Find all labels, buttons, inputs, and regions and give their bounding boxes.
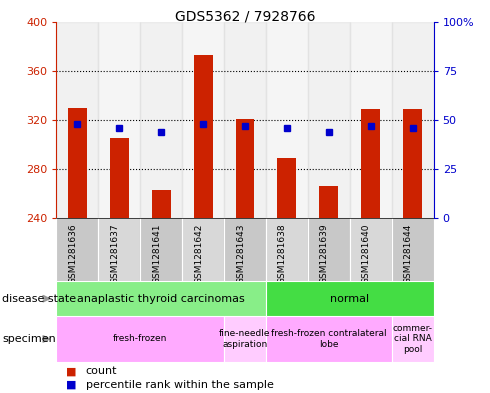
Text: disease state: disease state <box>2 294 76 304</box>
Bar <box>277 158 296 218</box>
Bar <box>56 316 224 362</box>
Text: commer-
cial RNA
pool: commer- cial RNA pool <box>392 324 433 354</box>
Bar <box>224 316 266 362</box>
Bar <box>140 22 182 218</box>
Text: GSM1281638: GSM1281638 <box>278 223 287 284</box>
Text: GSM1281642: GSM1281642 <box>194 223 203 283</box>
Bar <box>350 218 392 281</box>
Bar <box>236 119 254 218</box>
Text: GDS5362 / 7928766: GDS5362 / 7928766 <box>175 10 315 24</box>
Bar <box>392 218 434 281</box>
Text: GSM1281644: GSM1281644 <box>404 223 413 283</box>
Bar <box>361 109 380 218</box>
Bar <box>224 22 266 218</box>
Text: GSM1281643: GSM1281643 <box>236 223 245 284</box>
Bar <box>266 218 308 281</box>
Bar <box>308 22 350 218</box>
Text: specimen: specimen <box>2 334 56 344</box>
Bar <box>392 316 434 362</box>
Text: GSM1281636: GSM1281636 <box>68 223 77 284</box>
Bar <box>224 218 266 281</box>
Text: count: count <box>86 366 117 376</box>
Text: ■: ■ <box>66 366 76 376</box>
Bar <box>182 22 224 218</box>
Bar <box>266 22 308 218</box>
Bar <box>56 218 98 281</box>
Bar <box>56 281 266 316</box>
Bar <box>56 22 98 218</box>
Bar <box>68 108 87 218</box>
Bar <box>319 186 338 218</box>
Bar <box>110 138 129 218</box>
Text: ■: ■ <box>66 380 76 390</box>
Bar <box>350 22 392 218</box>
Bar <box>98 22 140 218</box>
Bar <box>140 218 182 281</box>
Text: fresh-frozen: fresh-frozen <box>113 334 168 343</box>
Text: fine-needle
aspiration: fine-needle aspiration <box>219 329 271 349</box>
Bar <box>182 218 224 281</box>
Text: GSM1281637: GSM1281637 <box>110 223 119 284</box>
Bar <box>392 22 434 218</box>
Text: anaplastic thyroid carcinomas: anaplastic thyroid carcinomas <box>77 294 245 304</box>
Bar <box>266 281 434 316</box>
Bar <box>308 218 350 281</box>
Text: GSM1281641: GSM1281641 <box>152 223 161 284</box>
Bar <box>98 218 140 281</box>
Text: normal: normal <box>330 294 369 304</box>
Text: GSM1281639: GSM1281639 <box>320 223 329 284</box>
Bar <box>403 109 422 218</box>
Bar <box>266 316 392 362</box>
Text: percentile rank within the sample: percentile rank within the sample <box>86 380 273 390</box>
Text: fresh-frozen contralateral
lobe: fresh-frozen contralateral lobe <box>271 329 387 349</box>
Text: GSM1281640: GSM1281640 <box>362 223 371 284</box>
Bar <box>152 190 171 218</box>
Bar <box>194 55 213 218</box>
